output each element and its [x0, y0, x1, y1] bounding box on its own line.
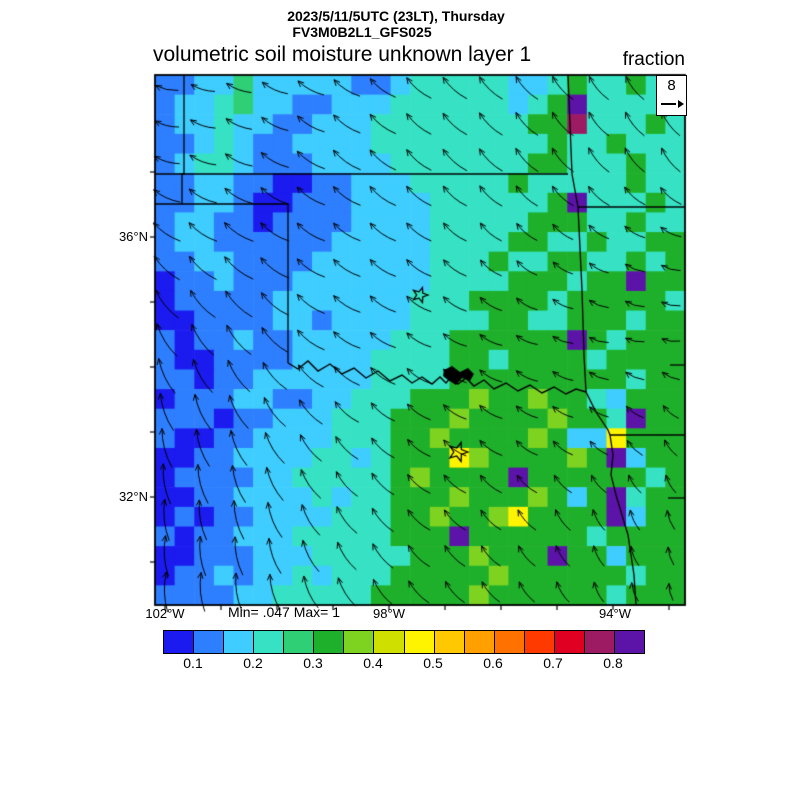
colorbar-tick-label: 0.1 [183, 655, 203, 671]
x-axis-label-94w: 94°W [599, 606, 631, 621]
plot-title: volumetric soil moisture unknown layer 1 [153, 43, 532, 66]
colorbar-segment [614, 631, 644, 653]
colorbar-segment [284, 631, 315, 653]
units-label: fraction [622, 49, 685, 70]
x-axis-label-102w: 102°W [145, 606, 185, 621]
colorbar-segment [494, 631, 525, 653]
reference-arrowhead-icon [678, 100, 684, 108]
colorbar-segment [524, 631, 555, 653]
colorbar-segment [344, 631, 375, 653]
colorbar-segment [374, 631, 405, 653]
colorbar-segment [584, 631, 615, 653]
min-max-label: Min= .047 Max= 1 [227, 604, 341, 620]
colorbar [163, 630, 645, 654]
wind-reference-value: 8 [667, 77, 676, 94]
colorbar-segment [554, 631, 585, 653]
colorbar-tick-label: 0.8 [603, 655, 623, 671]
colorbar-tick-label: 0.2 [243, 655, 263, 671]
plot-datetime: 2023/5/11/5UTC (23LT), Thursday [287, 8, 505, 24]
y-axis-label-32n: 32°N [118, 489, 148, 504]
colorbar-tick-label: 0.5 [423, 655, 443, 671]
colorbar-segment [464, 631, 495, 653]
y-axis-label-36n: 36°N [118, 229, 148, 244]
wind-reference-box: 8 [656, 75, 687, 116]
colorbar-tick-label: 0.4 [363, 655, 383, 671]
plot-model-id: FV3M0B2L1_GFS025 [292, 24, 432, 40]
colorbar-segment [254, 631, 285, 653]
colorbar-segment [164, 631, 195, 653]
colorbar-segment [314, 631, 345, 653]
colorbar-tick-label: 0.6 [483, 655, 503, 671]
colorbar-tick-label: 0.3 [303, 655, 323, 671]
reference-arrow-icon [661, 103, 676, 105]
colorbar-tick-label: 0.7 [543, 655, 563, 671]
colorbar-segment [194, 631, 225, 653]
colorbar-segment [404, 631, 435, 653]
x-axis-label-98w: 98°W [373, 606, 405, 621]
colorbar-segment [224, 631, 255, 653]
colorbar-segment [434, 631, 465, 653]
